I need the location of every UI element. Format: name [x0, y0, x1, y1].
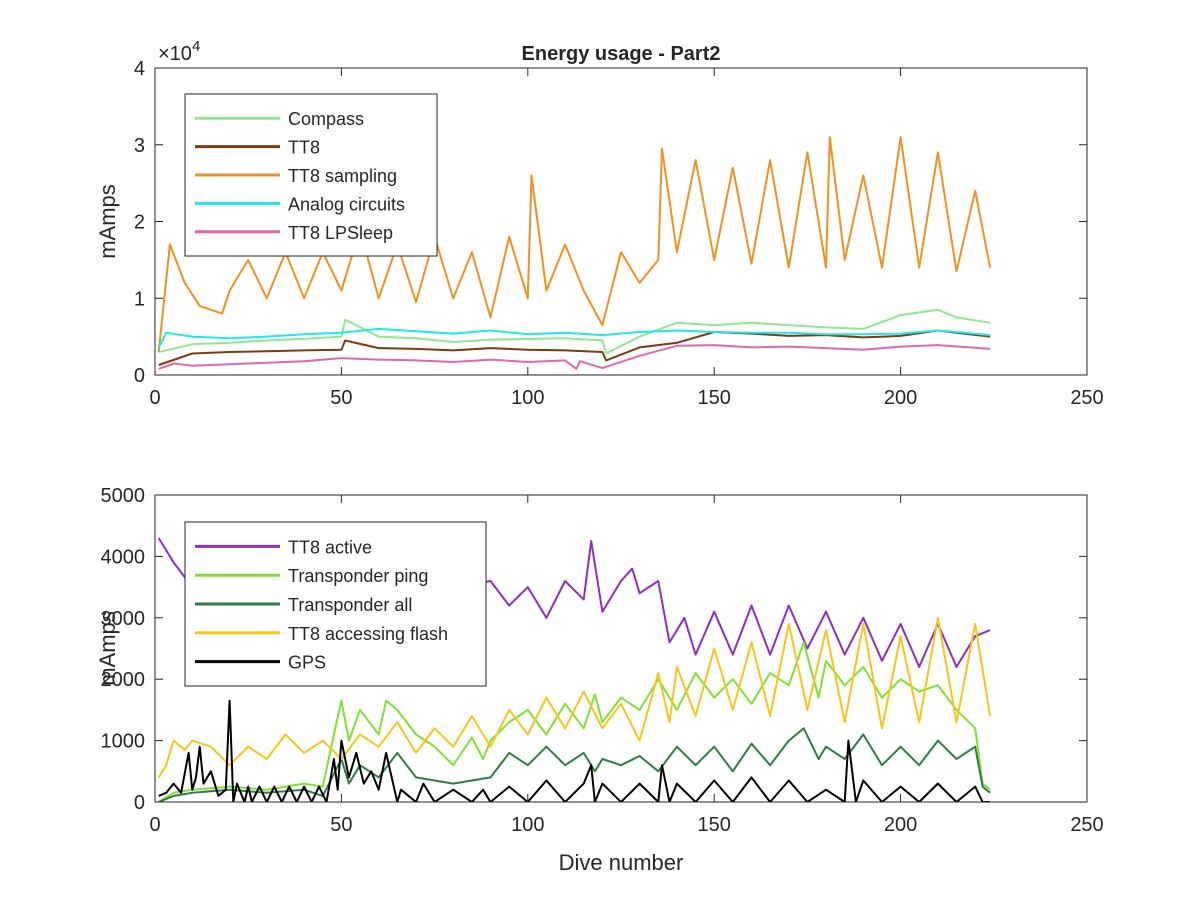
series-line-4 — [158, 344, 991, 370]
y-tick-label: 1000 — [101, 731, 146, 753]
x-axis-label: Dive number — [559, 850, 684, 875]
series-line-1 — [158, 329, 991, 366]
series-line-0 — [158, 308, 991, 355]
series-group — [157, 136, 992, 370]
x-tick-label: 150 — [698, 814, 731, 836]
chart-bottom-panel: 0 50 100 150 200 250 0 1000 2000 3000 4000 5000 mAmp… — [95, 485, 1104, 875]
x-tick-label: 0 — [149, 814, 160, 836]
x-tick-label: 50 — [330, 814, 352, 836]
axes-frame — [154, 494, 1088, 803]
y-tick-label: 2 — [134, 212, 145, 234]
legend-label-3: TT8 accessing flash — [288, 624, 448, 644]
legend-label-2: TT8 sampling — [288, 166, 397, 186]
series-group — [157, 537, 992, 802]
y-tick-label: 5000 — [101, 485, 146, 507]
y-tick-label: 4000 — [101, 546, 146, 568]
x-tick-label: 100 — [511, 814, 544, 836]
x-tick-label: 200 — [884, 387, 917, 409]
x-tick-label: 250 — [1070, 814, 1103, 836]
legend-label-4: TT8 LPSleep — [288, 223, 393, 243]
series-line-3 — [157, 616, 992, 778]
x-tick-label: 200 — [884, 814, 917, 836]
series-line-3 — [157, 327, 991, 349]
chart-title: Energy usage - Part2 — [522, 43, 721, 65]
x-tick-label: 100 — [511, 387, 544, 409]
y-exponent-label: ×104 — [158, 38, 200, 65]
legend-label-4: GPS — [288, 653, 326, 673]
y-tick-label: 3 — [134, 135, 145, 157]
legend: TT8 active Transponder ping Transponder al… — [184, 521, 487, 687]
y-tick-label: 3000 — [101, 608, 146, 630]
legend-label-2: Transponder all — [288, 595, 412, 615]
y-tick-label: 0 — [134, 792, 145, 814]
legend-label-1: TT8 — [288, 138, 320, 158]
y-tick-label: 4 — [134, 58, 145, 80]
legend-label-3: Analog circuits — [288, 194, 405, 214]
legend-label-1: Transponder ping — [288, 566, 428, 586]
x-tick-label: 50 — [330, 387, 352, 409]
y-tick-label: 0 — [134, 365, 145, 387]
legend-label-0: TT8 active — [288, 537, 372, 557]
series-line-4 — [158, 699, 991, 802]
series-line-2 — [157, 136, 992, 353]
y-tick-label: 2000 — [101, 669, 146, 691]
chart-top-panel: 0 50 100 150 200 250 0 1 2 3 4 ×104 Energy usage - P… — [95, 38, 1104, 409]
legend-label-0: Compass — [288, 109, 364, 129]
series-line-2 — [158, 727, 991, 802]
series-line-1 — [158, 641, 991, 802]
legend: Compass TT8 TT8 sampling Analog circuits TT8… — [184, 93, 438, 257]
y-axis-label: mAmps — [95, 611, 120, 686]
x-tick-label: 250 — [1070, 387, 1103, 409]
x-tick-label: 150 — [698, 387, 731, 409]
y-tick-label: 1 — [134, 288, 145, 310]
y-axis-label: mAmps — [95, 184, 120, 259]
x-tick-label: 0 — [149, 387, 160, 409]
